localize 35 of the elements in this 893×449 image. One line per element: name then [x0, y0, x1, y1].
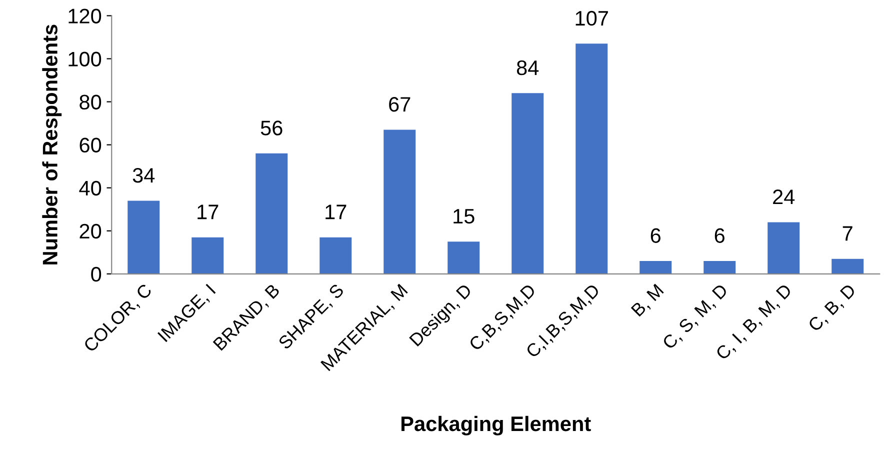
data-label: 24 [773, 189, 795, 204]
bar [256, 153, 288, 274]
x-tick-label: B, M [630, 284, 666, 318]
y-tick-label: 0 [91, 266, 102, 282]
bar [192, 237, 224, 274]
data-label: 15 [454, 209, 474, 224]
data-label: 34 [132, 168, 155, 183]
bar [512, 93, 544, 274]
bar [448, 242, 480, 274]
x-axis-title: Packaging Element [401, 416, 591, 436]
bar [576, 44, 608, 274]
bar [704, 260, 736, 274]
y-tick-label: 100 [68, 52, 102, 66]
y-axis-title: Number of Respondents [42, 24, 62, 264]
bar [128, 200, 160, 274]
data-label: 17 [326, 204, 346, 220]
y-tick-label: 120 [68, 8, 102, 24]
bar [640, 260, 672, 274]
data-label: 67 [389, 96, 410, 112]
data-label: 6 [650, 228, 660, 243]
bar [384, 130, 416, 274]
y-tick-label: 80 [80, 94, 102, 110]
data-label: 84 [516, 60, 539, 76]
bar [832, 258, 864, 274]
bar [320, 237, 352, 274]
data-label: 6 [714, 228, 724, 243]
data-label: 17 [198, 204, 218, 220]
x-tick-label: C, B, D [807, 283, 858, 334]
data-label: 56 [260, 120, 282, 136]
y-tick-label: 60 [80, 138, 102, 153]
y-tick-label: 20 [80, 224, 102, 239]
y-tick-label: 40 [79, 180, 102, 196]
data-label: 107 [576, 10, 608, 26]
bar [768, 222, 800, 274]
data-label: 7 [842, 226, 852, 241]
